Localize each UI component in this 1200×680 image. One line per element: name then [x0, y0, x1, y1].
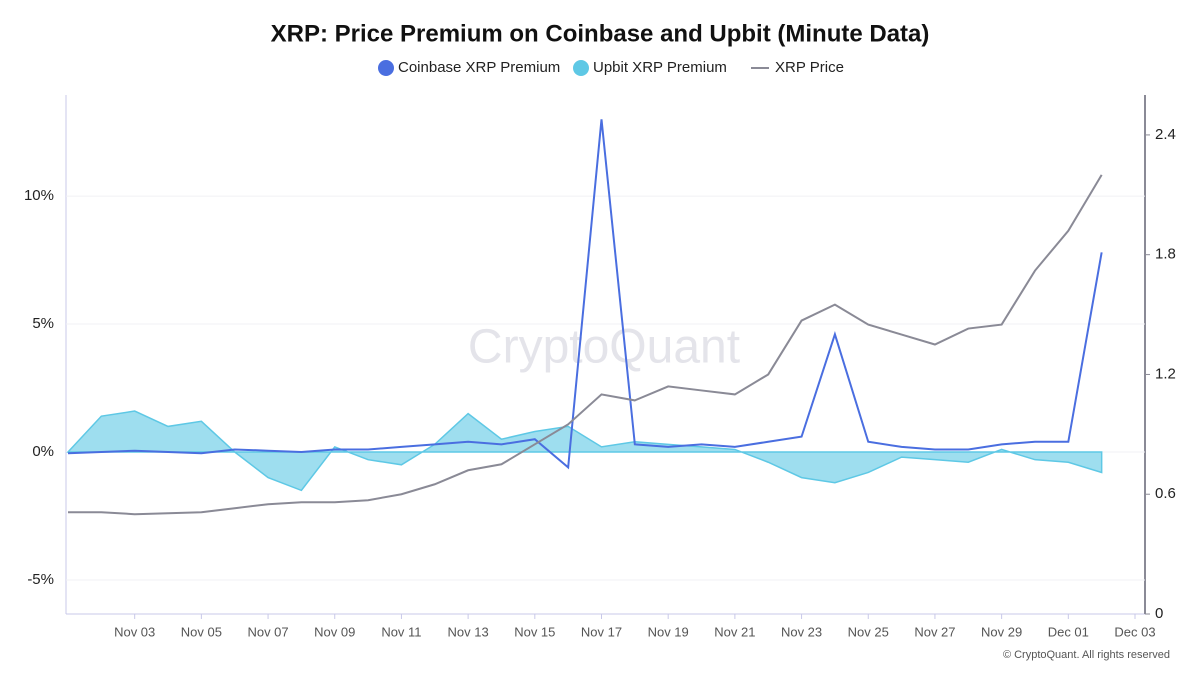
- area: [66, 410, 1103, 492]
- legend-label: XRP Price: [775, 59, 844, 76]
- chart-title: XRP: Price Premium on Coinbase and Upbit…: [271, 20, 930, 47]
- y2-tick-label: 0.6: [1155, 485, 1176, 502]
- y2-tick-label: 0: [1155, 605, 1163, 622]
- x-tick-label: Nov 13: [448, 624, 489, 639]
- x-tick-label: Dec 01: [1048, 624, 1089, 639]
- watermark: CryptoQuant: [468, 321, 740, 374]
- y-tick-label: 0%: [32, 443, 54, 460]
- y-tick-label: -5%: [27, 571, 54, 588]
- legend-swatch: [573, 60, 589, 76]
- y-tick-label: 5%: [32, 315, 54, 332]
- x-tick-label: Nov 29: [981, 624, 1022, 639]
- x-tick-label: Nov 21: [714, 624, 755, 639]
- x-tick-label: Nov 17: [581, 624, 622, 639]
- line: [68, 174, 1103, 516]
- legend-swatch: [378, 60, 394, 76]
- legend-label: Coinbase XRP Premium: [398, 59, 560, 76]
- y2-tick-label: 1.2: [1155, 365, 1176, 382]
- x-tick-label: Nov 09: [314, 624, 355, 639]
- line: [67, 119, 1103, 470]
- y2-tick-label: 1.8: [1155, 246, 1176, 263]
- x-tick-label: Nov 19: [648, 624, 689, 639]
- y-tick-label: 10%: [24, 187, 54, 204]
- legend-label: Upbit XRP Premium: [593, 59, 727, 76]
- x-tick-label: Nov 23: [781, 624, 822, 639]
- x-tick-label: Nov 05: [181, 624, 222, 639]
- copyright: © CryptoQuant. All rights reserved: [1003, 649, 1170, 661]
- x-tick-label: Nov 11: [381, 624, 421, 639]
- x-tick-label: Nov 15: [514, 624, 555, 639]
- y2-tick-label: 2.4: [1155, 126, 1176, 143]
- x-tick-label: Nov 25: [848, 624, 889, 639]
- x-tick-label: Nov 03: [114, 624, 155, 639]
- x-tick-label: Dec 03: [1114, 624, 1155, 639]
- x-tick-label: Nov 27: [914, 624, 955, 639]
- x-tick-label: Nov 07: [247, 624, 288, 639]
